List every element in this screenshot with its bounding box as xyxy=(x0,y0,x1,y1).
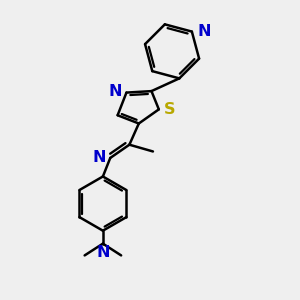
Text: N: N xyxy=(96,245,110,260)
Text: N: N xyxy=(197,24,211,39)
Text: S: S xyxy=(164,103,175,118)
Text: N: N xyxy=(92,150,106,165)
Text: N: N xyxy=(108,85,122,100)
